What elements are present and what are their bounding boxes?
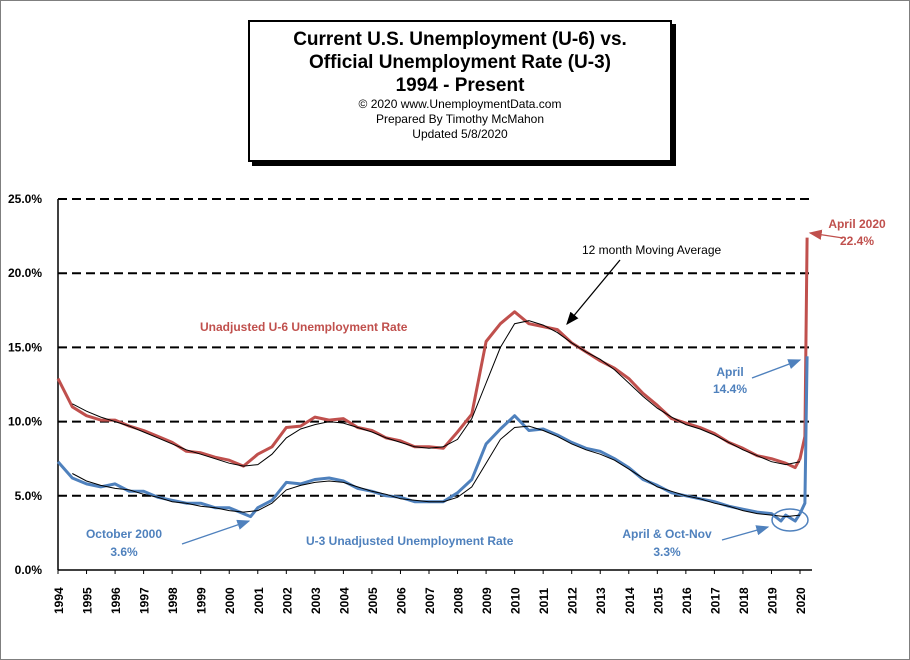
y-tick-label: 0.0% [15, 563, 43, 577]
x-tick-label: 2013 [594, 587, 608, 614]
y-tick-label: 5.0% [15, 489, 43, 503]
u3-series-label: U-3 Unadjusted Unemployment Rate [306, 534, 514, 548]
title-line-1: Current U.S. Unemployment (U-6) vs. [293, 29, 627, 50]
title-box: Current U.S. Unemployment (U-6) vs. Offi… [248, 20, 672, 162]
x-tick-label: 2003 [309, 587, 323, 614]
x-tick-label: 2006 [394, 587, 408, 614]
x-tick-label: 2014 [623, 587, 637, 614]
x-tick-label: 2019 [765, 587, 779, 614]
april-octnov-label: April & Oct-Nov [622, 527, 712, 541]
x-tick-label: 2004 [337, 587, 351, 614]
u3-moving-average-line [72, 425, 801, 518]
april-u3-value: 14.4% [713, 382, 747, 396]
x-tick-label: 2010 [509, 587, 523, 614]
april-octnov-circle [771, 508, 809, 532]
x-tick-label: 1998 [166, 587, 180, 614]
x-tick-label: 1999 [195, 587, 209, 614]
x-tick-label: 2012 [566, 587, 580, 614]
x-tick-label: 2000 [223, 587, 237, 614]
april2020-u6-arrow [808, 229, 844, 240]
x-tick-label: 1996 [109, 587, 123, 614]
oct2000-label: October 2000 [86, 527, 162, 541]
u6-series-line [56, 237, 809, 470]
x-tick-label: 1995 [81, 587, 95, 614]
title-line-2: Official Unemployment Rate (U-3) [309, 52, 611, 73]
y-tick-label: 10.0% [8, 415, 42, 429]
x-tick-label: 2001 [252, 587, 266, 614]
x-tick-label: 2005 [366, 587, 380, 614]
april-octnov-arrow [721, 525, 770, 541]
x-tick-label: 1994 [52, 587, 66, 614]
x-tick-label: 2016 [680, 587, 694, 614]
series-layer [56, 237, 809, 523]
moving-average-label: 12 month Moving Average [582, 243, 722, 257]
april2020-u6-label: April 2020 [828, 217, 886, 231]
moving-average-arrow [566, 259, 621, 326]
x-tick-label: 2011 [537, 588, 551, 614]
updated-text: Updated 5/8/2020 [412, 127, 508, 141]
oct2000-arrow [181, 519, 251, 545]
x-tick-label: 2007 [423, 587, 437, 614]
x-tick-label: 2008 [452, 587, 466, 614]
x-tick-label: 2020 [794, 587, 808, 614]
y-tick-label: 20.0% [8, 266, 42, 280]
april2020-u6-value: 22.4% [840, 234, 874, 248]
april-u3-label: April [716, 365, 743, 379]
x-tick-label: 2017 [708, 587, 722, 614]
u6-moving-average-line [72, 320, 801, 467]
y-tick-label: 25.0% [8, 192, 42, 206]
april-octnov-value: 3.3% [653, 545, 681, 559]
oct2000-value: 3.6% [110, 545, 138, 559]
april-u3-arrow [751, 359, 802, 379]
prepared-by-text: Prepared By Timothy McMahon [375, 112, 545, 126]
title-line-3: 1994 - Present [395, 75, 525, 96]
axes: 0.0% 5.0% 10.0% 15.0% 20.0% 25.0% 1994 1995 1996… [8, 192, 812, 614]
x-tick-label: 2002 [280, 587, 294, 614]
x-tick-label: 1997 [138, 587, 152, 614]
x-tick-label: 2009 [480, 587, 494, 614]
x-tick-label: 2018 [737, 587, 751, 614]
y-tick-label: 15.0% [8, 340, 42, 354]
u6-series-label: Unadjusted U-6 Unemployment Rate [200, 320, 408, 334]
x-tick-label: 2015 [651, 587, 665, 614]
copyright-text: © 2020 www.UnemploymentData.com [358, 97, 562, 111]
